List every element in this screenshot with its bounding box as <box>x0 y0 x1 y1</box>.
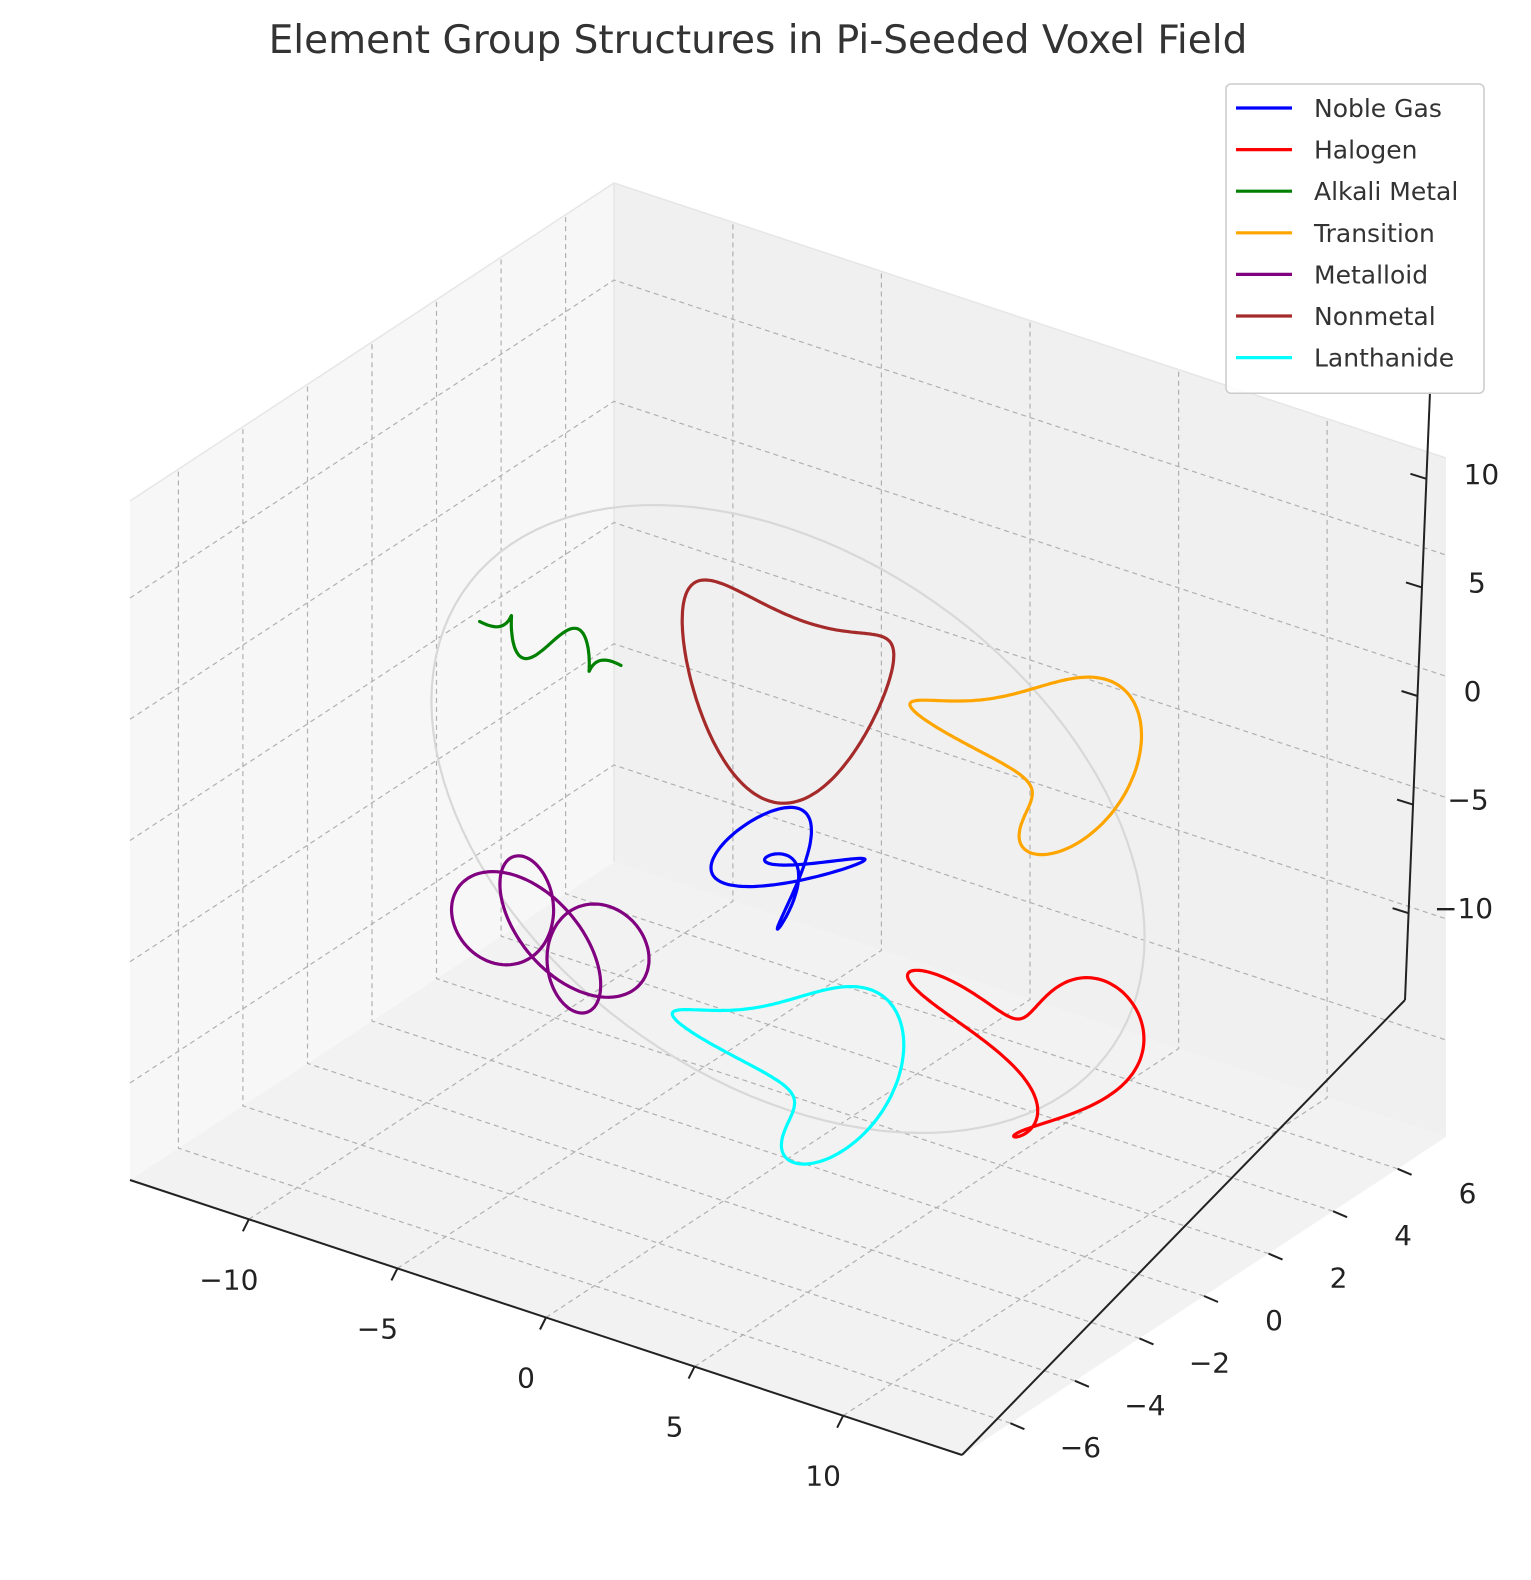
x-tick-label: 5 <box>666 1411 684 1444</box>
z-tick-mark <box>1396 798 1414 806</box>
x-grid-line <box>248 222 734 1220</box>
legend-label: Nonmetal <box>1314 302 1436 331</box>
z-tick-mark <box>1392 907 1409 915</box>
y-tick-mark <box>1010 1422 1025 1431</box>
z-tick-label: 10 <box>1464 458 1500 491</box>
x-tick-mark <box>836 1415 845 1429</box>
legend-label: Noble Gas <box>1314 94 1442 123</box>
series-line-nonmetal <box>680 578 896 805</box>
y-grid-line <box>564 214 1398 1170</box>
y-tick-mark <box>1332 1210 1348 1219</box>
z-grid-line <box>129 643 1447 963</box>
x-tick-mark <box>390 1267 399 1281</box>
y-tick-label: −2 <box>1189 1346 1230 1379</box>
series-line-halogen <box>905 968 1146 1139</box>
z-grid-line <box>129 521 1447 842</box>
y-grid-line <box>435 299 1269 1255</box>
legend-label: Metalloid <box>1314 260 1428 289</box>
y-axis-line <box>961 999 1406 1456</box>
x-tick-label: 10 <box>805 1460 841 1493</box>
boundary-circle-line <box>430 503 1146 1135</box>
y-tick-mark <box>1268 1252 1283 1261</box>
x-grid-line <box>545 320 1031 1319</box>
z-tick-label: −5 <box>1447 784 1488 817</box>
y-tick-label: 0 <box>1265 1304 1283 1337</box>
y-grid-line <box>177 469 1011 1424</box>
z-tick-mark <box>1410 472 1427 480</box>
series-line-alkali-metal <box>478 613 623 673</box>
series-line-transition <box>908 675 1144 857</box>
z-tick-label: 5 <box>1468 566 1486 599</box>
z-grid-line <box>129 764 1447 1084</box>
y-tick-label: 6 <box>1459 1177 1477 1210</box>
y-grid-line <box>242 426 1076 1382</box>
z-grid-line <box>129 279 1447 599</box>
y-tick-label: −6 <box>1060 1431 1101 1464</box>
series-lines <box>449 578 1146 1166</box>
x-tick-mark <box>687 1366 696 1380</box>
grid-lines <box>129 214 1447 1424</box>
y-tick-mark <box>1074 1379 1090 1388</box>
boundary-circle <box>430 503 1146 1135</box>
x-tick-mark <box>241 1218 250 1232</box>
x-tick-label: 0 <box>517 1362 535 1395</box>
legend-label: Transition <box>1313 219 1435 248</box>
series-line-lanthanide <box>670 984 906 1166</box>
y-grid-line <box>371 342 1205 1297</box>
y-tick-label: 2 <box>1330 1262 1348 1295</box>
z-grid-line <box>129 400 1447 720</box>
legend-label: Halogen <box>1314 136 1417 165</box>
series-line-noble-gas <box>709 805 867 931</box>
chart-title: Element Group Structures in Pi-Seeded Vo… <box>269 18 1248 63</box>
series-line-metalloid <box>449 854 651 1015</box>
z-tick-label: −10 <box>1434 892 1493 925</box>
tick-labels: −10 −5 0 5 10 −6 −4 −2 0 2 4 6 −10 −5 0 5 10 <box>199 458 1499 1493</box>
legend-label: Alkali Metal <box>1314 177 1458 206</box>
z-tick-mark <box>1405 581 1423 589</box>
y-tick-mark <box>1139 1337 1154 1346</box>
z-tick-label: 0 <box>1464 675 1482 708</box>
y-tick-label: 4 <box>1394 1219 1412 1252</box>
z-tick-mark <box>1401 690 1418 697</box>
y-grid-line <box>306 384 1140 1339</box>
x-tick-label: −5 <box>357 1312 398 1345</box>
y-tick-mark <box>1397 1167 1412 1176</box>
legend-label: Lanthanide <box>1314 344 1454 373</box>
x-tick-mark <box>539 1317 547 1330</box>
x-tick-label: −10 <box>199 1263 258 1296</box>
legend: Noble Gas Halogen Alkali Metal Transition Me… <box>1225 83 1485 394</box>
x-grid-line <box>694 369 1180 1368</box>
x-grid-line <box>397 271 883 1269</box>
y-tick-mark <box>1203 1295 1219 1303</box>
x-grid-line <box>842 418 1328 1417</box>
y-tick-label: −4 <box>1124 1389 1165 1422</box>
axes <box>129 391 1431 1456</box>
